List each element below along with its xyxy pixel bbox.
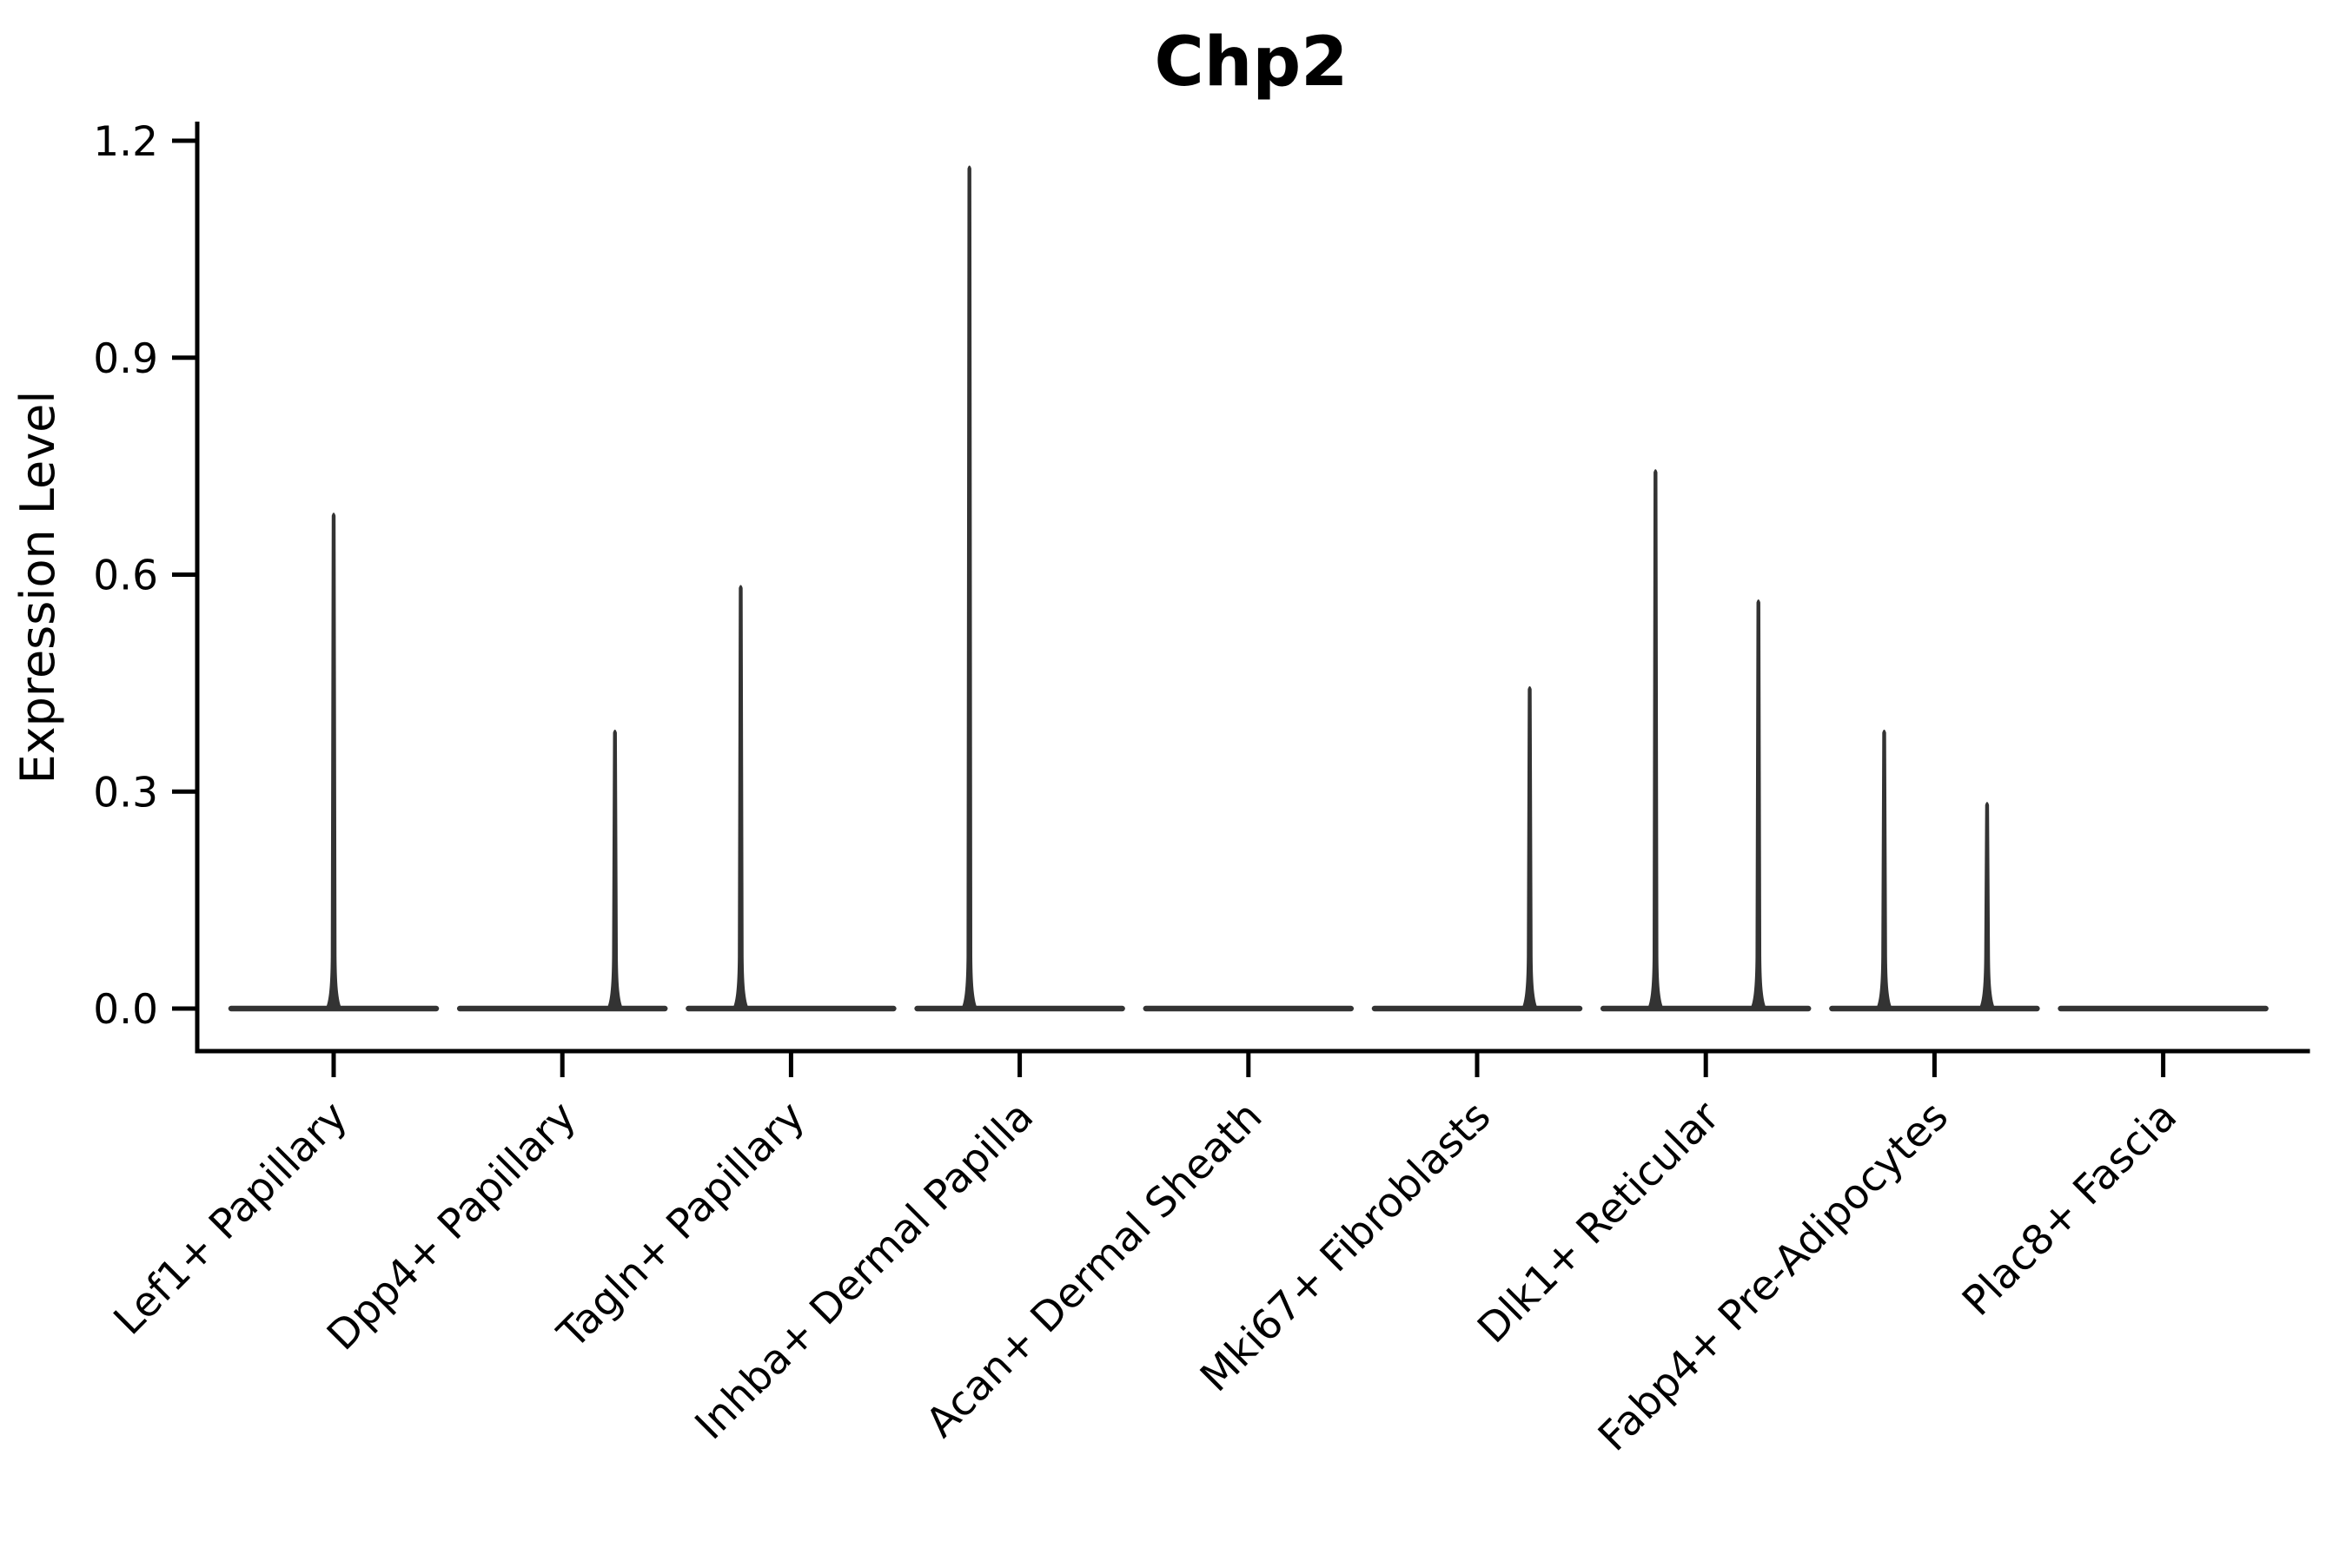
- chart-title: Chp2: [1155, 23, 1349, 102]
- y-axis-label: Expression Level: [10, 391, 65, 784]
- x-axis-spine: [195, 1049, 2310, 1054]
- violin-spike: [731, 585, 751, 1011]
- y-tick-label: 0.0: [93, 986, 158, 1034]
- violin-spike: [1977, 802, 1997, 1011]
- violin-spike: [1748, 599, 1768, 1011]
- violin-spike: [324, 513, 343, 1011]
- x-tick-label: Tagln+ Papillary: [548, 1093, 814, 1359]
- x-tick-label: Dpp4+ Papillary: [318, 1093, 586, 1360]
- violin-spike: [959, 165, 979, 1011]
- violin-spike: [1520, 685, 1540, 1011]
- violin-spike: [1646, 469, 1666, 1011]
- y-tick-label: 0.6: [93, 552, 158, 600]
- violin-spike: [1874, 729, 1894, 1011]
- x-tick-label: Lef1+ Papillary: [105, 1093, 357, 1345]
- x-tick-label: Plac8+ Fascia: [1953, 1093, 2186, 1326]
- y-tick-label: 1.2: [93, 118, 158, 166]
- y-tick-label: 0.3: [93, 769, 158, 817]
- violin-spike: [605, 729, 625, 1011]
- y-tick-label: 0.9: [93, 335, 158, 383]
- y-axis-spine: [195, 122, 200, 1054]
- x-tick-label: Dlk1+ Reticular: [1468, 1092, 1729, 1353]
